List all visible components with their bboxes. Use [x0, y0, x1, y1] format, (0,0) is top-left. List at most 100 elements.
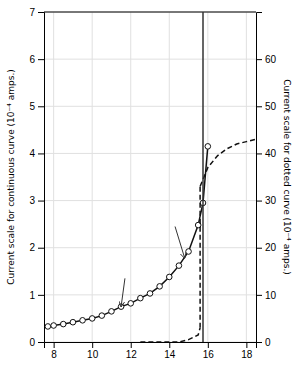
tick-mark: [38, 342, 44, 343]
grid-line: [44, 200, 256, 201]
point: [128, 301, 134, 307]
tick: 18: [241, 342, 253, 360]
tick-label: 20: [265, 242, 277, 253]
tick: 30: [256, 195, 277, 206]
tick-label: 16: [203, 349, 215, 360]
axis-line: [257, 13, 263, 343]
tick: 10: [256, 290, 277, 301]
y-axis-title: Current scale for continuous curve (10⁻⁴…: [6, 69, 16, 285]
axis-line: [45, 343, 257, 349]
series-line: [200, 139, 256, 186]
grid-line: [44, 59, 256, 60]
point: [109, 309, 115, 315]
tick-mark: [169, 342, 170, 348]
tick-label: 6: [29, 54, 35, 65]
tick-mark: [38, 248, 44, 249]
tick: 12: [126, 342, 138, 360]
point: [166, 274, 172, 280]
point: [45, 324, 51, 330]
tick-mark: [256, 248, 262, 249]
tick: 50: [256, 101, 277, 112]
tick-mark: [38, 295, 44, 296]
grid-line: [207, 12, 208, 342]
tick: 8: [51, 342, 57, 360]
point: [186, 249, 192, 255]
series-line: [48, 146, 208, 326]
tick: 60: [256, 54, 277, 65]
y2-axis-title: Current scale for dotted curve (10⁻⁴ amp…: [282, 79, 292, 275]
tick-label: 3: [29, 195, 35, 206]
tick: 20: [256, 242, 277, 253]
tick-mark: [131, 342, 132, 348]
tick: 1: [29, 290, 44, 301]
point: [157, 284, 163, 290]
point: [147, 291, 153, 297]
tick-label: 18: [241, 349, 253, 360]
point: [89, 316, 95, 322]
grid-line: [130, 12, 131, 342]
point: [205, 144, 211, 150]
series-line: [199, 186, 201, 327]
tick-label: 4: [29, 148, 35, 159]
tick: 7: [29, 7, 44, 18]
y-axis: 0 1 2 3 4 5 6 7: [29, 7, 44, 348]
tick: 5: [29, 101, 44, 112]
tick-label: 60: [265, 54, 277, 65]
arrow: [121, 278, 125, 306]
tick-label: 5: [29, 101, 35, 112]
tick-label: 2: [29, 242, 35, 253]
point: [51, 323, 57, 329]
tick-label: 10: [87, 349, 99, 360]
tick: 10: [87, 342, 99, 360]
tick-mark: [38, 59, 44, 60]
point: [60, 321, 66, 327]
tick-mark: [246, 342, 247, 348]
tick-label: 12: [126, 349, 138, 360]
point: [176, 263, 182, 269]
tick-label: 0: [265, 337, 271, 348]
grid: [44, 12, 256, 342]
grid-line: [53, 12, 54, 342]
y2-axis: 0 10 20 30 40 50 60: [256, 13, 277, 348]
tick-mark: [92, 342, 93, 348]
grid-line: [44, 247, 256, 248]
tick-mark: [256, 153, 262, 154]
x-axis: 8 10 12 14 16 18: [45, 342, 257, 360]
point: [138, 295, 144, 301]
tick-label: 0: [29, 337, 35, 348]
tick-label: 10: [265, 290, 277, 301]
tick-label: 7: [29, 7, 35, 18]
tick-mark: [256, 201, 262, 202]
point: [99, 313, 105, 319]
tick-mark: [38, 12, 44, 13]
tick-label: 8: [51, 349, 57, 360]
tick: 4: [29, 148, 44, 159]
point: [70, 319, 76, 325]
tick: 6: [29, 54, 44, 65]
tick: 0: [256, 337, 271, 348]
tick: 2: [29, 242, 44, 253]
grid-line: [169, 12, 170, 342]
plot-area: [45, 12, 256, 342]
series-line: [140, 328, 200, 342]
point: [80, 318, 86, 324]
tick-mark: [256, 106, 262, 107]
frame: [44, 12, 256, 13]
tick-mark: [54, 342, 55, 348]
tick: 16: [203, 342, 215, 360]
arrow: [175, 227, 185, 259]
tick: 0: [29, 337, 44, 348]
tick: 14: [164, 342, 176, 360]
grid-line: [92, 12, 93, 342]
tick-label: 1: [29, 290, 35, 301]
tick-mark: [256, 295, 262, 296]
tick-label: 14: [164, 349, 176, 360]
vertical-line: [202, 12, 204, 342]
tick-mark: [256, 342, 262, 343]
tick: 40: [256, 148, 277, 159]
chart: 81012141618012345670102030405060Current …: [0, 0, 300, 368]
grid-line: [44, 153, 256, 154]
tick-mark: [38, 106, 44, 107]
tick-label: 40: [265, 148, 277, 159]
grid-line: [246, 12, 247, 342]
